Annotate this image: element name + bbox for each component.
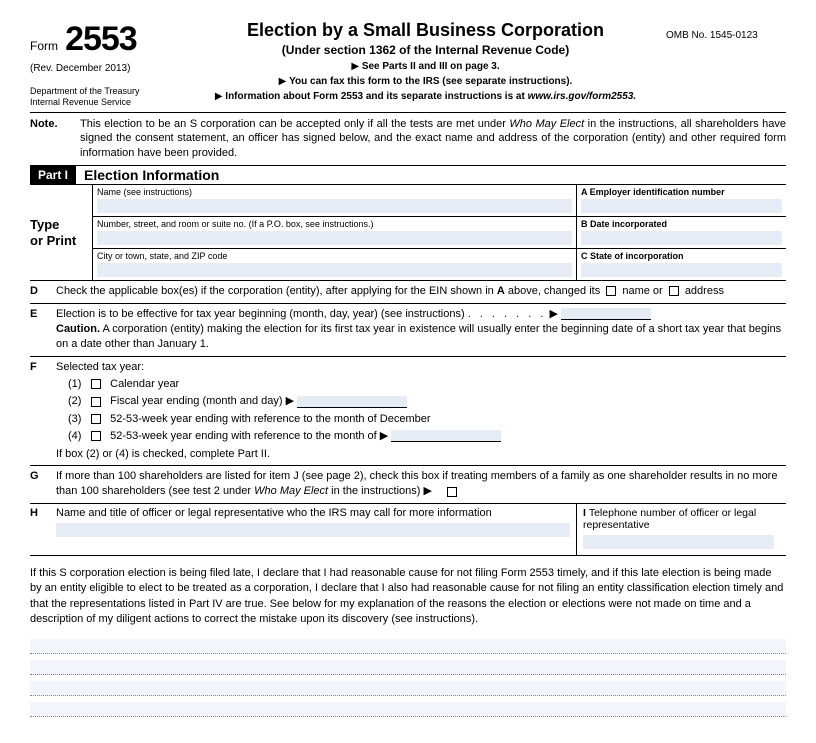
instr-fax: ▶ You can fax this form to the IRS (see … <box>185 76 666 87</box>
field-ein: A Employer identification number <box>576 185 786 216</box>
part-1-header: Part I Election Information <box>30 165 786 185</box>
checkbox-G[interactable] <box>447 487 457 497</box>
line-F: F Selected tax year: (1) Calendar year (… <box>30 357 786 466</box>
note-label: Note. <box>30 117 80 162</box>
entity-info-grid: Typeor Print Name (see instructions) A E… <box>30 185 786 281</box>
explanation-line-3[interactable] <box>30 681 786 696</box>
street-input[interactable] <box>97 231 572 245</box>
form-number: 2553 <box>65 20 137 59</box>
checkbox-F1[interactable] <box>91 379 101 389</box>
line-E: E Election is to be effective for tax ye… <box>30 304 786 357</box>
part-title: Election Information <box>76 167 219 183</box>
header-center: Election by a Small Business Corporation… <box>185 20 666 102</box>
revision: (Rev. December 2013) <box>30 63 185 74</box>
field-street: Number, street, and room or suite no. (I… <box>92 217 576 248</box>
officer-name-input[interactable] <box>56 523 570 537</box>
fiscal-year-input[interactable] <box>297 396 407 408</box>
field-city: City or town, state, and ZIP code <box>92 249 576 280</box>
form-title: Election by a Small Business Corporation <box>185 20 666 41</box>
explanation-line-2[interactable] <box>30 660 786 675</box>
month-ref-input[interactable] <box>391 430 501 442</box>
form-subtitle: (Under section 1362 of the Internal Reve… <box>185 43 666 57</box>
explanation-line-1[interactable] <box>30 639 786 654</box>
note-row: Note. This election to be an S corporati… <box>30 113 786 166</box>
late-declaration: If this S corporation election is being … <box>30 556 786 634</box>
line-H: H Name and title of officer or legal rep… <box>30 504 786 556</box>
ein-input[interactable] <box>581 199 782 213</box>
form-header: Form 2553 (Rev. December 2013) Departmen… <box>30 20 786 108</box>
line-G: G If more than 100 shareholders are list… <box>30 466 786 504</box>
checkbox-name[interactable] <box>606 286 616 296</box>
type-or-print-label: Typeor Print <box>30 217 76 248</box>
checkbox-F2[interactable] <box>91 397 101 407</box>
instr-see-parts: ▶ See Parts II and III on page 3. <box>185 61 666 72</box>
department: Department of the Treasury Internal Reve… <box>30 86 185 108</box>
omb-number: OMB No. 1545-0123 <box>666 20 786 41</box>
instr-website: ▶ Information about Form 2553 and its se… <box>185 91 666 102</box>
form-word: Form <box>30 39 58 53</box>
checkbox-F3[interactable] <box>91 414 101 424</box>
effective-date-input[interactable] <box>561 308 651 320</box>
note-text: This election to be an S corporation can… <box>80 117 786 162</box>
field-name: Name (see instructions) <box>92 185 576 216</box>
part-badge: Part I <box>30 166 76 184</box>
line-I: I Telephone number of officer or legal r… <box>576 504 786 555</box>
telephone-input[interactable] <box>583 535 774 549</box>
header-left: Form 2553 (Rev. December 2013) Departmen… <box>30 20 185 108</box>
field-state-inc: C State of incorporation <box>576 249 786 280</box>
city-input[interactable] <box>97 263 572 277</box>
field-date-inc: B Date incorporated <box>576 217 786 248</box>
name-input[interactable] <box>97 199 572 213</box>
explanation-line-4[interactable] <box>30 702 786 717</box>
type-or-print-col: Typeor Print <box>30 185 92 280</box>
checkbox-address[interactable] <box>669 286 679 296</box>
line-D: D Check the applicable box(es) if the co… <box>30 281 786 303</box>
state-inc-input[interactable] <box>581 263 782 277</box>
checkbox-F4[interactable] <box>91 431 101 441</box>
date-inc-input[interactable] <box>581 231 782 245</box>
